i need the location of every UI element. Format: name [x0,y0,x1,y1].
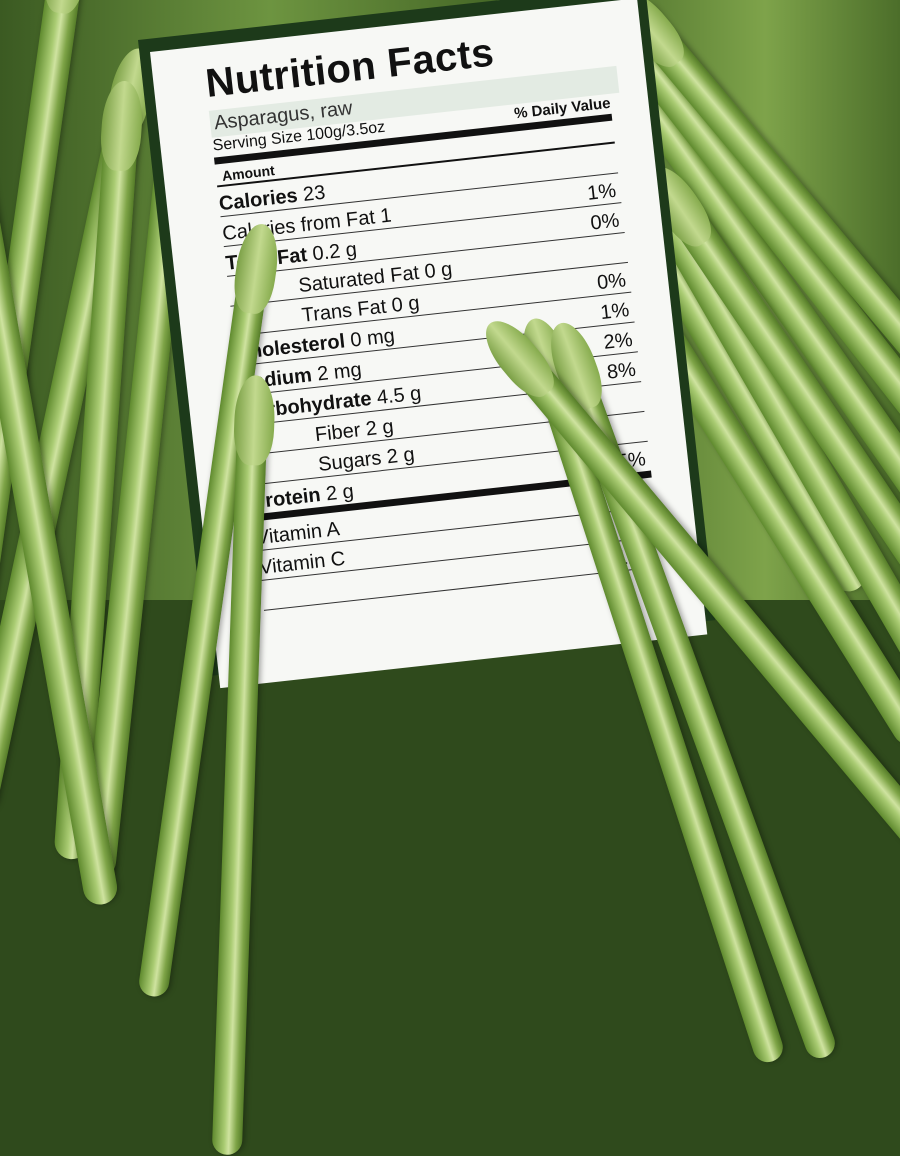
nutrient-amount: 0 mg [349,325,396,352]
nutrient-amount: 4.5 g [376,382,423,409]
nutrient-amount: 1 [379,205,392,228]
nutrient-amount: 0 g [423,258,453,283]
nutrient-daily-value: 0% [596,269,631,295]
nutrient-amount: 0 g [391,292,421,317]
nutrient-amount: 2 g [386,443,416,468]
nutrient-daily-value: 1% [599,299,634,325]
nutrient-daily-value: 2% [603,328,638,354]
nutrient-amount: 2 g [325,480,355,505]
nutrient-daily-value: 8% [606,358,641,384]
nutrient-label: Fiber [314,419,362,446]
nutrient-name: Protein 2 g [251,480,355,514]
nutrient-daily-value: 0% [589,209,624,235]
nutrient-amount: 23 [302,182,327,206]
nutrient-amount: 2 mg [316,359,363,386]
nutrient-amount: 2 g [365,416,395,441]
nutrient-daily-value: 1% [586,179,621,205]
nutrient-amount: 0.2 g [311,239,358,266]
